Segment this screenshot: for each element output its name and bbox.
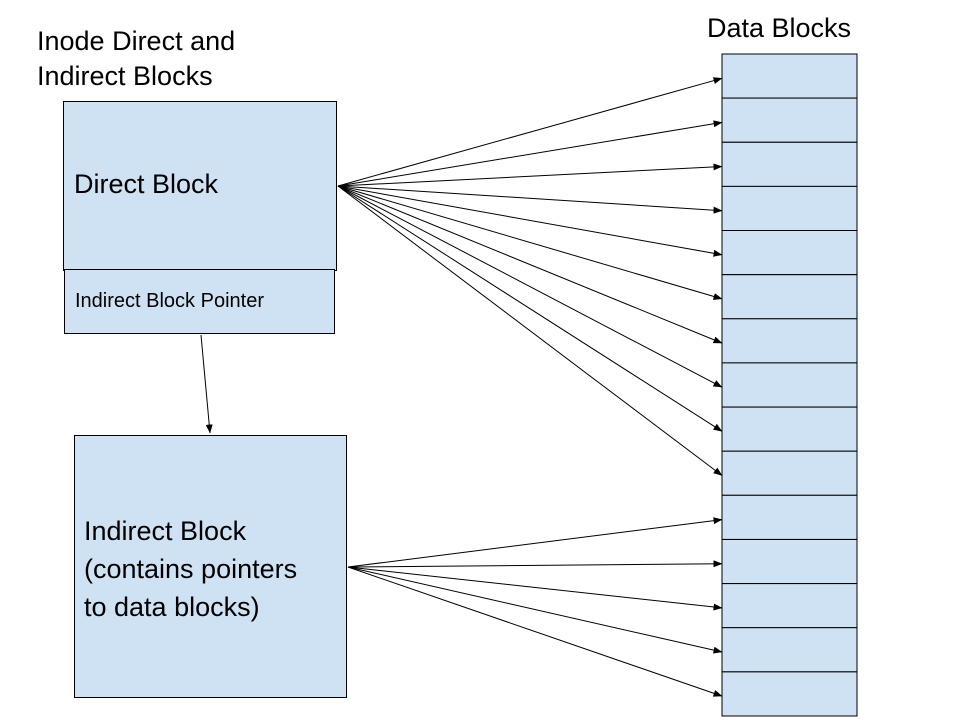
pointer-arrow bbox=[347, 566, 723, 697]
pointer-arrow bbox=[347, 566, 723, 654]
pointer-arrow bbox=[337, 120, 723, 187]
data-blocks-stack bbox=[721, 53, 858, 717]
indirect-pointer-arrow bbox=[200, 334, 213, 434]
data-block bbox=[721, 97, 858, 143]
pointer-arrow bbox=[337, 77, 723, 187]
pointer-arrow bbox=[337, 185, 723, 388]
data-block bbox=[721, 671, 858, 717]
direct-block-label: Direct Block bbox=[74, 169, 219, 199]
indirect-block-label: Indirect Block (contains pointers to dat… bbox=[84, 516, 298, 622]
pointer-arrow bbox=[347, 517, 723, 568]
pointer-arrow bbox=[337, 185, 723, 214]
direct-block: Direct Block bbox=[63, 101, 337, 271]
pointer-arrow bbox=[337, 163, 723, 187]
data-block bbox=[721, 53, 858, 99]
data-block bbox=[721, 627, 858, 673]
pointer-arrow bbox=[337, 185, 723, 344]
indirect-block-pointer-label: Indirect Block Pointer bbox=[75, 290, 264, 312]
inode-title: Inode Direct and Indirect Blocks bbox=[37, 26, 236, 91]
data-block bbox=[721, 406, 858, 452]
data-block bbox=[721, 539, 858, 585]
pointer-arrow bbox=[337, 185, 723, 476]
data-block bbox=[721, 362, 858, 408]
indirect-pointer-arrows bbox=[347, 517, 723, 697]
data-block bbox=[721, 450, 858, 496]
data-block bbox=[721, 185, 858, 231]
pointer-arrow bbox=[337, 185, 723, 257]
pointer-arrow bbox=[337, 185, 723, 432]
data-block bbox=[721, 318, 858, 364]
pointer-arrow bbox=[347, 566, 723, 611]
indirect-block: Indirect Block (contains pointers to dat… bbox=[74, 435, 347, 698]
data-blocks-title: Data Blocks bbox=[707, 13, 852, 43]
direct-pointer-arrows bbox=[337, 77, 723, 476]
data-block bbox=[721, 274, 858, 320]
data-block bbox=[721, 583, 858, 629]
data-block bbox=[721, 230, 858, 276]
pointer-arrow bbox=[347, 560, 723, 568]
data-block bbox=[721, 494, 858, 540]
pointer-arrow bbox=[337, 185, 723, 300]
data-block bbox=[721, 141, 858, 187]
indirect-block-pointer: Indirect Block Pointer bbox=[64, 269, 335, 334]
